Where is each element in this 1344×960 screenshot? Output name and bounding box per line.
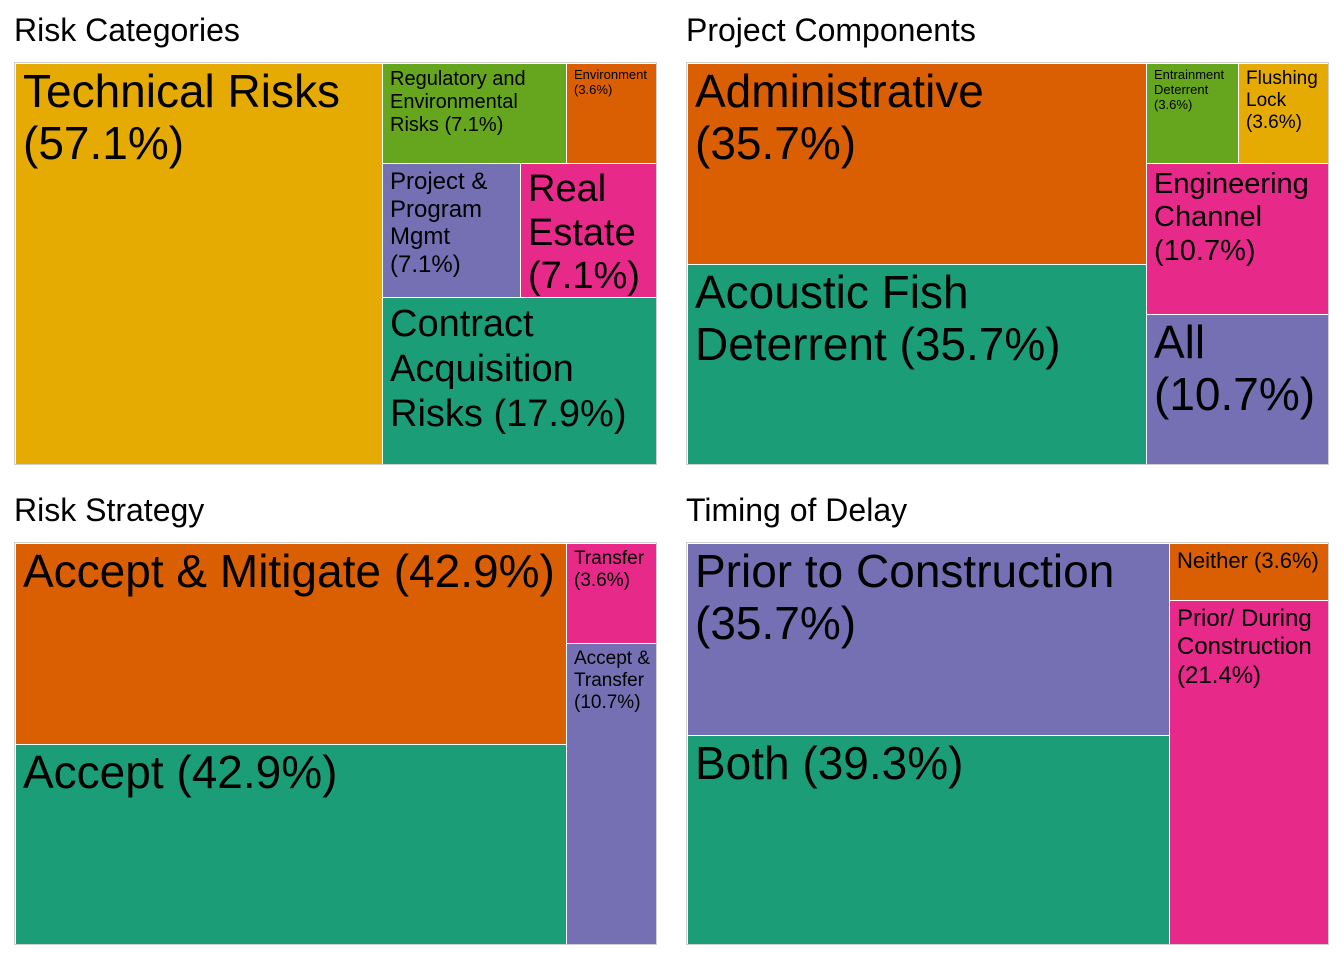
treemap-risk-categories: Technical Risks (57.1%) Regulatory and E… [14, 62, 657, 465]
treemap-project-components: Administrative (35.7%) Acoustic Fish Det… [686, 62, 1329, 465]
tile-all: All (10.7%) [1146, 314, 1328, 464]
tile-label: Flushing Lock (3.6%) [1246, 68, 1318, 133]
tile-label: Accept (42.9%) [23, 746, 338, 798]
chart-title: Risk Strategy [14, 492, 205, 528]
tile-accept-mitigate: Accept & Mitigate (42.9%) [15, 543, 567, 745]
panel-project-components: Project Components Administrative (35.7%… [672, 0, 1344, 480]
tile-label: Technical Risks (57.1%) [23, 65, 340, 169]
tile-label: Prior/ During Construction (21.4%) [1177, 605, 1312, 689]
tile-label: All (10.7%) [1154, 316, 1316, 420]
tile-label: Contract Acquisition Risks (17.9%) [390, 303, 627, 435]
tile-prior-during-construction: Prior/ During Construction (21.4%) [1169, 600, 1328, 944]
tile-label: Regulatory and Environmental Risks (7.1%… [390, 68, 526, 136]
tile-administrative: Administrative (35.7%) [687, 63, 1147, 265]
tile-label: Entrainment Deterrent (3.6%) [1154, 67, 1225, 112]
tile-label: Project & Program Mgmt (7.1%) [390, 168, 488, 278]
tile-label: Accept & Mitigate (42.9%) [23, 545, 555, 597]
tile-entrainment-deterrent: Entrainment Deterrent (3.6%) [1146, 63, 1239, 164]
tile-both: Both (39.3%) [687, 735, 1170, 944]
tile-flushing-lock: Flushing Lock (3.6%) [1238, 63, 1328, 164]
panel-timing-of-delay: Timing of Delay Prior to Construction (3… [672, 480, 1344, 960]
chart-title: Project Components [686, 12, 976, 48]
tile-accept-transfer: Accept & Transfer (10.7%) [566, 643, 656, 944]
tile-neither: Neither (3.6%) [1169, 543, 1328, 601]
treemap-risk-strategy: Accept & Mitigate (42.9%) Accept (42.9%)… [14, 542, 657, 945]
tile-label: Both (39.3%) [695, 737, 964, 789]
tile-regulatory: Regulatory and Environmental Risks (7.1%… [382, 63, 567, 164]
chart-title: Risk Categories [14, 12, 240, 48]
tile-label: Real Estate (7.1%) [528, 168, 640, 298]
tile-real-estate: Real Estate (7.1%) [520, 163, 656, 298]
tile-label: Accept & Transfer (10.7%) [574, 648, 651, 713]
tile-project-program-mgmt: Project & Program Mgmt (7.1%) [382, 163, 521, 298]
tile-prior-to-construction: Prior to Construction (35.7%) [687, 543, 1170, 736]
tile-label: Prior to Construction (35.7%) [695, 545, 1115, 649]
tile-label: Administrative (35.7%) [695, 65, 984, 169]
tile-engineering-channel: Engineering Channel (10.7%) [1146, 163, 1328, 315]
tile-environment: Environment (3.6%) [566, 63, 656, 164]
tile-contract-acquisition: Contract Acquisition Risks (17.9%) [382, 297, 656, 464]
tile-label: Acoustic Fish Deterrent (35.7%) [695, 266, 1061, 370]
tile-label: Transfer (3.6%) [574, 548, 645, 591]
panel-risk-strategy: Risk Strategy Accept & Mitigate (42.9%) … [0, 480, 672, 960]
tile-label: Neither (3.6%) [1177, 548, 1319, 573]
tile-label: Environment (3.6%) [574, 67, 647, 97]
tile-accept: Accept (42.9%) [15, 744, 567, 944]
chart-title: Timing of Delay [686, 492, 908, 528]
tile-technical-risks: Technical Risks (57.1%) [15, 63, 383, 464]
tile-label: Engineering Channel (10.7%) [1154, 168, 1309, 267]
panel-risk-categories: Risk Categories Technical Risks (57.1%) … [0, 0, 672, 480]
treemap-timing-of-delay: Prior to Construction (35.7%) Both (39.3… [686, 542, 1329, 945]
tile-transfer: Transfer (3.6%) [566, 543, 656, 644]
tile-acoustic-fish-deterrent: Acoustic Fish Deterrent (35.7%) [687, 264, 1147, 464]
